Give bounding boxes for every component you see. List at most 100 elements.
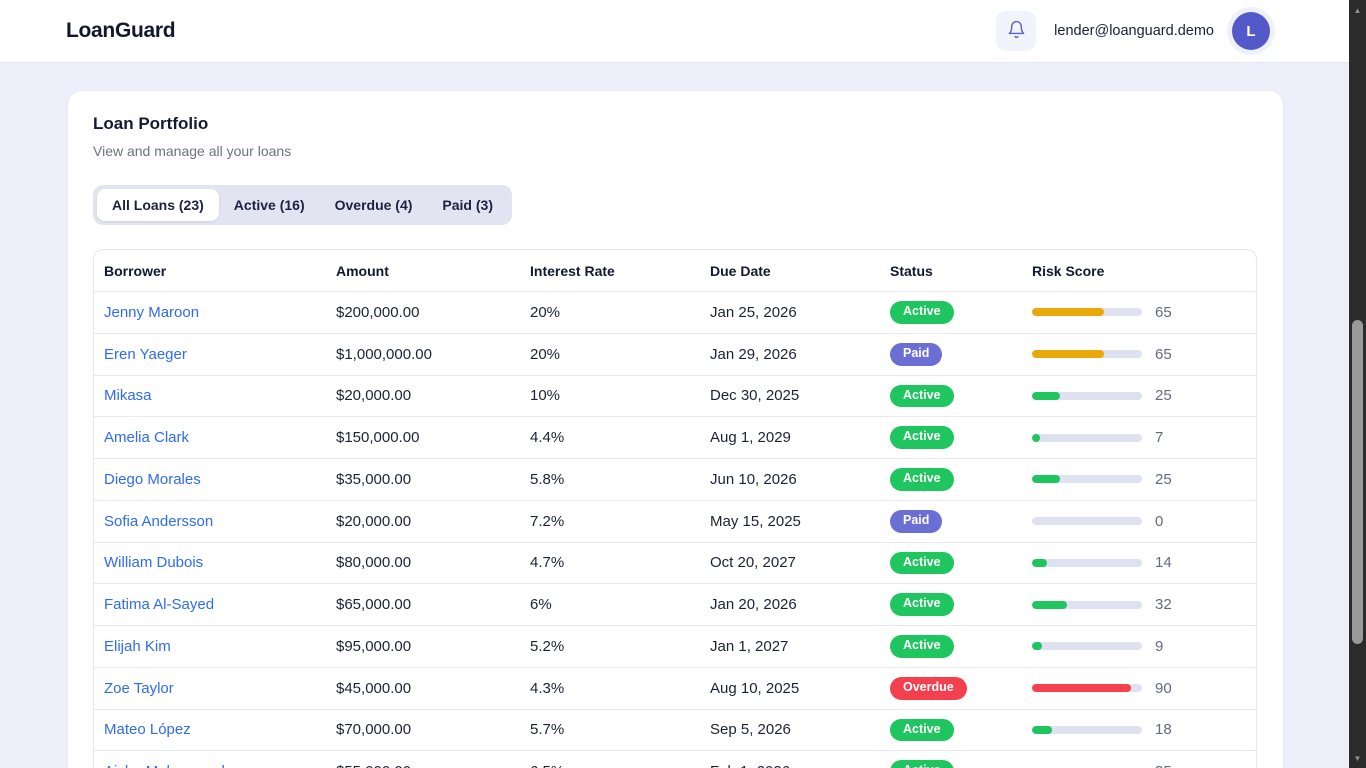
table-row: Diego Morales $35,000.00 5.8% Jun 10, 20… xyxy=(94,458,1256,501)
page-subtitle: View and manage all your loans xyxy=(93,143,292,159)
due-date-cell: Jan 25, 2026 xyxy=(710,303,797,321)
table-row: Aisha Mohammed $55,000.00 6.5% Feb 1, 20… xyxy=(94,750,1256,768)
borrower-link[interactable]: William Dubois xyxy=(104,554,204,572)
tab-all-loans-23[interactable]: All Loans (23) xyxy=(97,189,219,221)
avatar[interactable]: L xyxy=(1232,12,1270,50)
risk-score-value: 9 xyxy=(1155,637,1164,655)
amount-cell: $20,000.00 xyxy=(336,512,412,530)
amount-cell: $65,000.00 xyxy=(336,596,412,614)
due-date-cell: Sep 5, 2026 xyxy=(710,721,791,739)
table-header-row: Borrower Amount Interest Rate Due Date Statu… xyxy=(94,250,1256,292)
status-badge: Overdue xyxy=(890,676,967,700)
risk-bar-fill xyxy=(1032,350,1104,359)
risk-bar-track xyxy=(1032,308,1142,317)
status-badge: Active xyxy=(890,468,954,491)
risk-bar-fill xyxy=(1032,308,1104,317)
due-date-cell: Jan 20, 2026 xyxy=(710,596,797,614)
risk-bar-fill xyxy=(1032,558,1048,567)
borrower-link[interactable]: Eren Yaeger xyxy=(104,345,187,363)
column-header: Due Date xyxy=(710,263,771,279)
borrower-link[interactable]: Mikasa xyxy=(104,387,152,405)
borrower-link[interactable]: Fatima Al-Sayed xyxy=(104,596,215,614)
due-date-cell: Oct 20, 2027 xyxy=(710,554,796,572)
status-badge: Active xyxy=(890,384,954,408)
status-badge: Active xyxy=(890,593,954,616)
interest-rate-cell: 20% xyxy=(530,303,561,321)
risk-score-value: 18 xyxy=(1155,721,1172,739)
risk-bar-track xyxy=(1032,475,1142,484)
interest-rate-cell: 20% xyxy=(530,345,561,363)
interest-rate-cell: 6% xyxy=(530,596,552,614)
risk-bar-track xyxy=(1032,642,1142,651)
page-title: Loan Portfolio xyxy=(93,114,209,133)
table-row: Zoe Taylor $45,000.00 4.3% Aug 10, 2025 … xyxy=(94,667,1256,709)
tab-overdue-4[interactable]: Overdue (4) xyxy=(320,189,428,221)
interest-rate-cell: 5.7% xyxy=(530,721,565,739)
risk-score-cell: 18 xyxy=(1032,721,1246,738)
table-row: Sofia Andersson $20,000.00 7.2% May 15, … xyxy=(94,500,1256,542)
risk-score-cell: 65 xyxy=(1032,346,1246,363)
borrower-link[interactable]: Jenny Maroon xyxy=(104,303,200,321)
risk-score-value: 65 xyxy=(1155,345,1172,363)
due-date-cell: Dec 30, 2025 xyxy=(710,387,800,405)
interest-rate-cell: 5.2% xyxy=(530,637,565,655)
risk-score-value: 25 xyxy=(1155,470,1172,488)
borrower-link[interactable]: Elijah Kim xyxy=(104,637,171,655)
amount-cell: $70,000.00 xyxy=(336,721,412,739)
risk-score-value: 90 xyxy=(1155,679,1172,697)
column-header: Risk Score xyxy=(1032,263,1105,279)
status-badge: Active xyxy=(890,426,954,449)
borrower-link[interactable]: Sofia Andersson xyxy=(104,512,214,530)
risk-bar-track xyxy=(1032,600,1142,609)
table-row: William Dubois $80,000.00 4.7% Oct 20, 2… xyxy=(94,542,1256,584)
column-header: Status xyxy=(890,263,933,279)
status-badge: Active xyxy=(890,760,954,768)
tabs: All Loans (23) Active (16) Overdue (4) Paid… xyxy=(93,185,512,225)
borrower-link[interactable]: Diego Morales xyxy=(104,470,201,488)
scrollbar-thumb[interactable] xyxy=(1352,320,1363,644)
borrower-link[interactable]: Zoe Taylor xyxy=(104,679,174,697)
interest-rate-cell: 4.3% xyxy=(530,679,565,697)
risk-score-cell: 14 xyxy=(1032,554,1246,571)
risk-score-cell: 35 xyxy=(1032,763,1246,768)
amount-cell: $1,000,000.00 xyxy=(336,345,432,363)
borrower-link[interactable]: Amelia Clark xyxy=(104,429,190,447)
topbar-right: lender@loanguard.demo L xyxy=(996,11,1270,51)
table-row: Mateo López $70,000.00 5.7% Sep 5, 2026 … xyxy=(94,709,1256,751)
amount-cell: $35,000.00 xyxy=(336,470,412,488)
scrollbar-down-arrow[interactable]: ▼ xyxy=(1353,753,1362,763)
table-row: Mikasa $20,000.00 10% Dec 30, 2025 Activ… xyxy=(94,375,1256,417)
risk-bar-fill xyxy=(1032,433,1040,442)
tab-active-16[interactable]: Active (16) xyxy=(219,189,320,221)
risk-bar-fill xyxy=(1032,600,1068,609)
loans-table: Borrower Amount Interest Rate Due Date Statu… xyxy=(94,250,1256,768)
scrollbar-up-arrow[interactable]: ▲ xyxy=(1353,5,1362,15)
amount-cell: $150,000.00 xyxy=(336,429,420,447)
table-row: Jenny Maroon $200,000.00 20% Jan 25, 202… xyxy=(94,291,1256,334)
risk-bar-fill xyxy=(1032,642,1042,651)
risk-score-cell: 7 xyxy=(1032,429,1246,446)
amount-cell: $200,000.00 xyxy=(336,303,420,321)
notifications-button[interactable] xyxy=(996,11,1037,51)
amount-cell: $95,000.00 xyxy=(336,637,412,655)
risk-bar-track xyxy=(1032,433,1142,442)
borrower-link[interactable]: Aisha Mohammed xyxy=(104,763,225,768)
risk-bar-track xyxy=(1032,725,1142,734)
risk-score-cell: 32 xyxy=(1032,596,1246,613)
risk-score-value: 25 xyxy=(1155,387,1172,405)
interest-rate-cell: 10% xyxy=(530,387,561,405)
risk-bar-fill xyxy=(1032,475,1060,484)
interest-rate-cell: 4.4% xyxy=(530,429,565,447)
risk-score-value: 14 xyxy=(1155,554,1172,572)
status-badge: Paid xyxy=(890,509,943,533)
status-badge: Active xyxy=(890,551,954,575)
user-email: lender@loanguard.demo xyxy=(1054,23,1214,39)
interest-rate-cell: 7.2% xyxy=(530,512,565,530)
tab-paid-3[interactable]: Paid (3) xyxy=(427,189,508,221)
borrower-link[interactable]: Mateo López xyxy=(104,721,191,739)
amount-cell: $20,000.00 xyxy=(336,387,412,405)
risk-score-cell: 90 xyxy=(1032,680,1246,697)
status-badge: Active xyxy=(890,718,954,742)
risk-score-value: 32 xyxy=(1155,596,1172,614)
scrollbar[interactable]: ▲ ▼ xyxy=(1349,0,1366,768)
